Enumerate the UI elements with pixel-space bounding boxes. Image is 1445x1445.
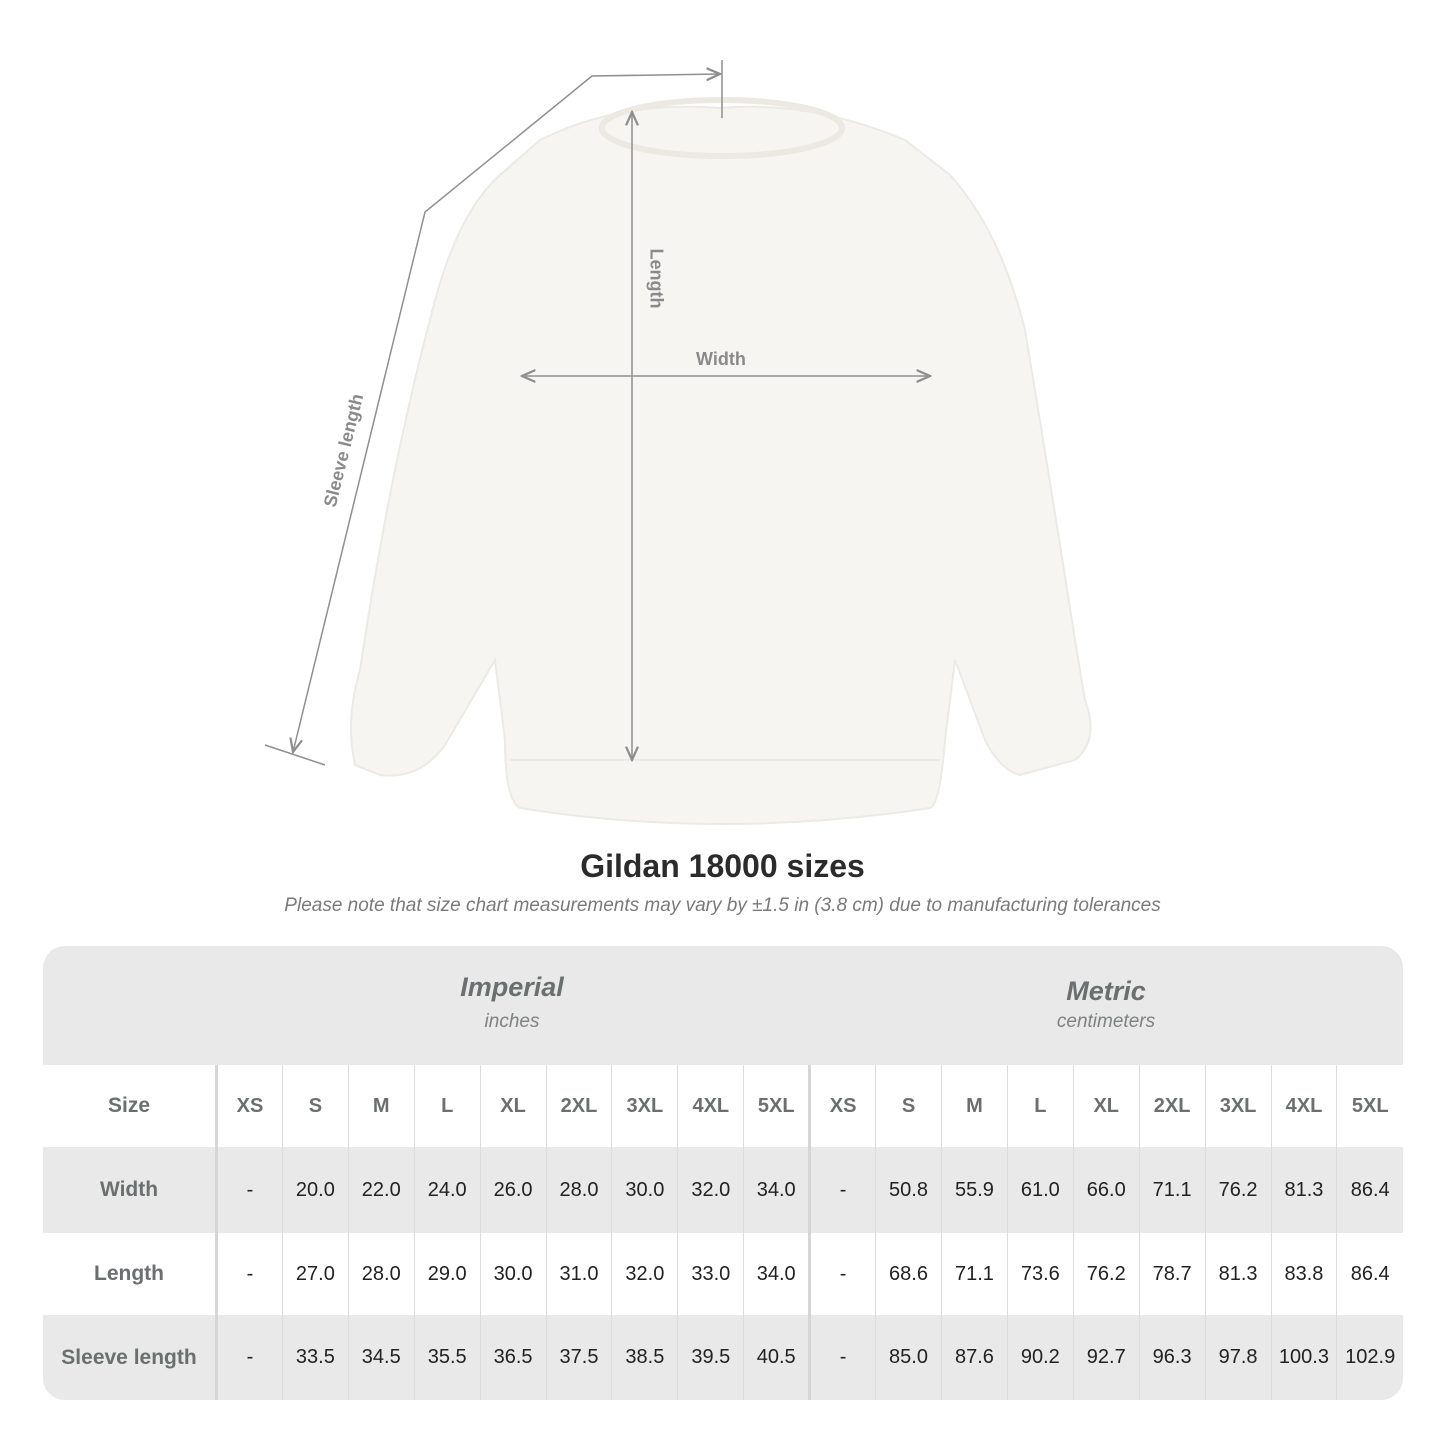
width-label: Width xyxy=(696,349,746,369)
imperial-value: 32.0 xyxy=(611,1233,678,1315)
measurement-lines xyxy=(264,60,930,766)
imperial-value: 35.5 xyxy=(413,1315,481,1400)
row-label: Length xyxy=(43,1233,217,1315)
imperial-value: 33.5 xyxy=(281,1315,349,1400)
imperial-value: 34.5 xyxy=(347,1315,415,1400)
tolerance-note: Please note that size chart measurements… xyxy=(284,895,1161,916)
imperial-value: 33.0 xyxy=(677,1233,744,1315)
imperial-value: 38.5 xyxy=(611,1315,678,1400)
metric-value: 71.1 xyxy=(1138,1147,1206,1233)
sweatshirt-body xyxy=(350,105,1092,825)
imperial-size-m: M xyxy=(347,1065,415,1147)
imperial-value: 39.5 xyxy=(677,1315,744,1400)
imperial-size-2xl: 2XL xyxy=(545,1065,612,1147)
metric-value: 86.4 xyxy=(1336,1147,1403,1233)
size-header-row: Size XS S M L XL 2XL 3XL 4XL 5XL XS S M L XL 2XL 3XL 4XL 5… xyxy=(43,1065,1403,1147)
imperial-value: - xyxy=(215,1315,283,1400)
imperial-value: 20.0 xyxy=(281,1147,349,1233)
table-row: Width -20.0 22.0 24.0 26.0 28.0 30.0 32.0 34.0-5… xyxy=(43,1147,1403,1233)
metric-value: 92.7 xyxy=(1072,1315,1140,1400)
metric-size-s: S xyxy=(875,1065,942,1147)
metric-value: - xyxy=(808,1233,876,1315)
imperial-size-l: L xyxy=(413,1065,481,1147)
metric-header: Metric centimeters xyxy=(809,946,1403,1065)
metric-value: 81.3 xyxy=(1270,1147,1337,1233)
imperial-value: 34.0 xyxy=(743,1233,810,1315)
imperial-value: 22.0 xyxy=(347,1147,415,1233)
imperial-value: 29.0 xyxy=(413,1233,481,1315)
imperial-size-s: S xyxy=(281,1065,349,1147)
metric-unit: centimeters xyxy=(1056,1011,1156,1032)
imperial-value: 30.0 xyxy=(611,1147,678,1233)
metric-value: 97.8 xyxy=(1204,1315,1271,1400)
row-label: Width xyxy=(43,1147,217,1233)
imperial-value: 28.0 xyxy=(347,1233,415,1315)
imperial-size-4xl: 4XL xyxy=(677,1065,744,1147)
table-row: Sleeve length -33.5 34.5 35.5 36.5 37.5 38.5 39… xyxy=(43,1315,1403,1400)
imperial-value: 27.0 xyxy=(281,1233,349,1315)
metric-value: 78.7 xyxy=(1138,1233,1206,1315)
metric-value: 73.6 xyxy=(1006,1233,1074,1315)
imperial-value: 32.0 xyxy=(677,1147,744,1233)
length-label: Length xyxy=(646,248,667,309)
imperial-size-xl: XL xyxy=(479,1065,547,1147)
metric-value: 76.2 xyxy=(1072,1233,1140,1315)
metric-size-5xl: 5XL xyxy=(1336,1065,1403,1147)
metric-value: 96.3 xyxy=(1138,1315,1206,1400)
metric-size-3xl: 3XL xyxy=(1204,1065,1271,1147)
imperial-value: 30.0 xyxy=(479,1233,547,1315)
imperial-value: 40.5 xyxy=(743,1315,810,1400)
metric-value: 100.3 xyxy=(1270,1315,1337,1400)
metric-value: 61.0 xyxy=(1006,1147,1074,1233)
imperial-value: 36.5 xyxy=(479,1315,547,1400)
metric-size-4xl: 4XL xyxy=(1270,1065,1337,1147)
metric-size-l: L xyxy=(1006,1065,1074,1147)
imperial-header: Imperial inches xyxy=(215,946,809,1065)
size-header: Size xyxy=(43,1065,217,1147)
imperial-unit: inches xyxy=(484,1011,540,1032)
imperial-size-3xl: 3XL xyxy=(611,1065,678,1147)
metric-size-2xl: 2XL xyxy=(1138,1065,1206,1147)
metric-value: 85.0 xyxy=(875,1315,942,1400)
metric-value: 50.8 xyxy=(875,1147,942,1233)
metric-value: 68.6 xyxy=(875,1233,942,1315)
imperial-value: 26.0 xyxy=(479,1147,547,1233)
metric-value: 102.9 xyxy=(1336,1315,1403,1400)
imperial-title: Imperial xyxy=(460,972,564,1002)
imperial-value: 24.0 xyxy=(413,1147,481,1233)
metric-value: 90.2 xyxy=(1006,1315,1074,1400)
metric-value: - xyxy=(808,1147,876,1233)
imperial-value: 37.5 xyxy=(545,1315,612,1400)
row-label: Sleeve length xyxy=(43,1315,217,1400)
imperial-value: - xyxy=(215,1233,283,1315)
metric-size-xl: XL xyxy=(1072,1065,1140,1147)
metric-size-m: M xyxy=(940,1065,1008,1147)
size-table: Imperial inches Metric centimeters Size X… xyxy=(43,946,1403,1400)
metric-value: 81.3 xyxy=(1204,1233,1271,1315)
metric-value: 66.0 xyxy=(1072,1147,1140,1233)
table-row: Length -27.0 28.0 29.0 30.0 31.0 32.0 33.0 34.0-… xyxy=(43,1233,1403,1315)
metric-size-xs: XS xyxy=(808,1065,876,1147)
imperial-value: 28.0 xyxy=(545,1147,612,1233)
metric-value: - xyxy=(808,1315,876,1400)
imperial-size-5xl: 5XL xyxy=(743,1065,810,1147)
page-title: Gildan 18000 sizes xyxy=(580,848,865,884)
metric-value: 83.8 xyxy=(1270,1233,1337,1315)
metric-value: 55.9 xyxy=(940,1147,1008,1233)
metric-value: 86.4 xyxy=(1336,1233,1403,1315)
metric-value: 87.6 xyxy=(940,1315,1008,1400)
imperial-value: - xyxy=(215,1147,283,1233)
size-grid: Size XS S M L XL 2XL 3XL 4XL 5XL XS S M L XL 2XL 3XL 4XL 5… xyxy=(43,1065,1403,1400)
metric-value: 76.2 xyxy=(1204,1147,1271,1233)
imperial-size-xs: XS xyxy=(215,1065,283,1147)
sweatshirt-diagram xyxy=(264,60,1092,825)
imperial-value: 34.0 xyxy=(743,1147,810,1233)
metric-title: Metric xyxy=(1066,976,1146,1006)
metric-value: 71.1 xyxy=(940,1233,1008,1315)
imperial-value: 31.0 xyxy=(545,1233,612,1315)
